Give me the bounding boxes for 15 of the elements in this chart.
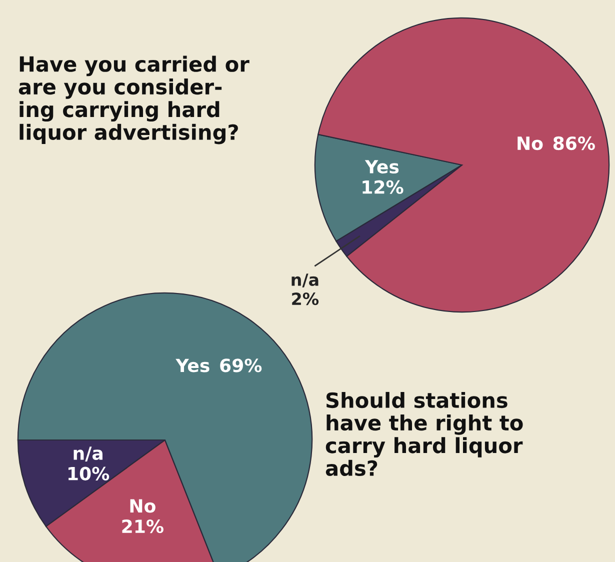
slice-label: No (130, 499, 156, 513)
text: Should stations have the right to carry hard liquor ads? (326, 392, 523, 476)
data-label: 2% (292, 292, 319, 306)
text: Have you carried or are you consider- ing carrying hard liquor advertising? (18, 56, 250, 144)
data-label: 69% (220, 358, 262, 372)
slice-label: n/a (74, 446, 102, 462)
slice-label: n/a (292, 274, 318, 288)
data-label: 10% (68, 466, 110, 480)
pie-slice (318, 17, 610, 313)
data-label: 21% (122, 519, 164, 534)
data-label: 12% (362, 180, 404, 194)
data-label: 86% (553, 136, 595, 150)
slice-label: Yes (364, 160, 399, 174)
slice-label: Yes (176, 358, 210, 372)
slice-label: No (518, 136, 543, 150)
